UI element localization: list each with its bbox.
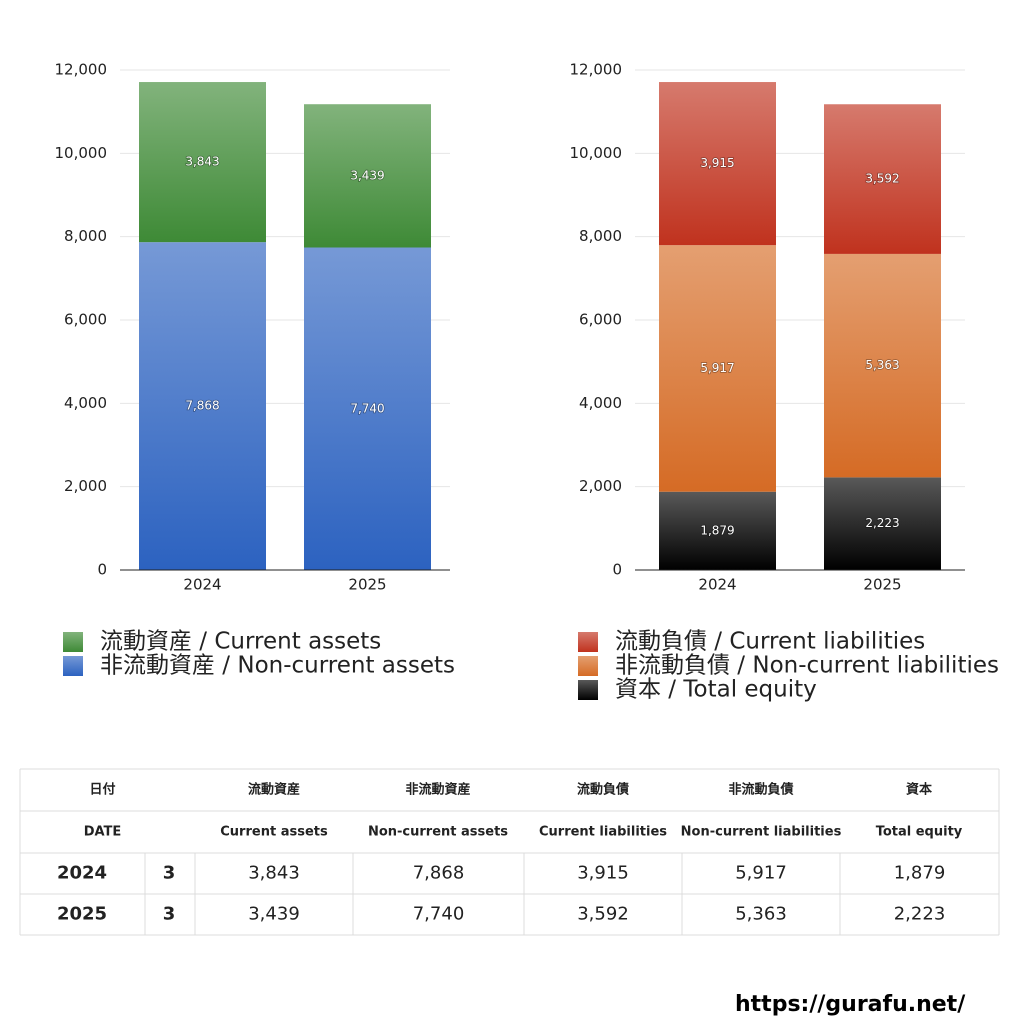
table-header: Current assets bbox=[220, 825, 328, 840]
table-cell: 5,363 bbox=[735, 904, 787, 925]
legend-swatch bbox=[578, 680, 598, 700]
table-header: 非流動負債 bbox=[728, 782, 793, 798]
table-cell: 7,868 bbox=[413, 863, 465, 884]
bar-segment bbox=[139, 242, 266, 570]
y-tick-label: 2,000 bbox=[579, 477, 622, 495]
table-cell: 3 bbox=[163, 904, 176, 925]
y-tick-label: 12,000 bbox=[570, 61, 623, 79]
table-cell: 2025 bbox=[57, 904, 107, 925]
data-label: 3,843 bbox=[185, 155, 219, 169]
bar-segment bbox=[659, 82, 776, 246]
table-cell: 3,439 bbox=[248, 904, 300, 925]
legend-swatch bbox=[63, 632, 83, 652]
table-cell: 3,915 bbox=[577, 863, 629, 884]
y-tick-label: 10,000 bbox=[570, 144, 623, 162]
legend-label: 非流動負債 / Non-current liabilities bbox=[615, 653, 999, 679]
bar-segment bbox=[824, 477, 941, 570]
bar-segment bbox=[659, 245, 776, 492]
x-tick-label: 2025 bbox=[348, 576, 386, 594]
y-tick-label: 0 bbox=[612, 561, 622, 579]
x-tick-label: 2024 bbox=[698, 576, 736, 594]
bar-segment bbox=[304, 104, 431, 248]
data-label: 3,592 bbox=[865, 172, 899, 186]
table-header: 流動資産 bbox=[248, 782, 300, 798]
y-tick-label: 10,000 bbox=[55, 144, 108, 162]
data-label: 1,879 bbox=[700, 523, 734, 537]
table-cell: 3,843 bbox=[248, 863, 300, 884]
data-label: 5,363 bbox=[865, 358, 899, 372]
data-label: 7,740 bbox=[350, 401, 384, 415]
table-cell: 1,879 bbox=[894, 863, 946, 884]
legend-swatch bbox=[578, 656, 598, 676]
y-tick-label: 8,000 bbox=[64, 227, 107, 245]
bar-segment bbox=[304, 247, 431, 570]
table-cell: 2,223 bbox=[894, 904, 946, 925]
data-label: 3,915 bbox=[700, 156, 734, 170]
data-label: 2,223 bbox=[865, 516, 899, 530]
legend-swatch bbox=[63, 656, 83, 676]
table-header: DATE bbox=[84, 825, 122, 840]
table-header: Non-current liabilities bbox=[681, 825, 842, 840]
x-tick-label: 2024 bbox=[183, 576, 221, 594]
table-cell: 3 bbox=[163, 863, 176, 884]
y-tick-label: 12,000 bbox=[55, 61, 108, 79]
table-cell: 7,740 bbox=[413, 904, 465, 925]
table-header: Total equity bbox=[876, 825, 963, 840]
legend-label: 流動資産 / Current assets bbox=[100, 629, 381, 655]
table-header: 日付 bbox=[89, 782, 115, 798]
table-header: 非流動資産 bbox=[405, 782, 470, 798]
y-tick-label: 4,000 bbox=[64, 394, 107, 412]
legend-label: 流動負債 / Current liabilities bbox=[615, 629, 925, 655]
footer-url: https://gurafu.net/ bbox=[735, 992, 966, 1017]
data-label: 3,439 bbox=[350, 168, 384, 182]
bar-segment bbox=[139, 82, 266, 243]
y-tick-label: 6,000 bbox=[579, 311, 622, 329]
y-tick-label: 8,000 bbox=[579, 227, 622, 245]
y-tick-label: 0 bbox=[97, 561, 107, 579]
y-tick-label: 4,000 bbox=[579, 394, 622, 412]
bar-segment bbox=[824, 253, 941, 478]
legend-label: 非流動資産 / Non-current assets bbox=[100, 653, 455, 679]
table-cell: 2024 bbox=[57, 863, 107, 884]
y-tick-label: 2,000 bbox=[64, 477, 107, 495]
table-header: Non-current assets bbox=[368, 825, 508, 840]
bar-segment bbox=[824, 104, 941, 254]
legend-swatch bbox=[578, 632, 598, 652]
table-header: 資本 bbox=[906, 782, 932, 798]
data-label: 5,917 bbox=[700, 361, 734, 375]
table-header: Current liabilities bbox=[539, 825, 667, 840]
legend-label: 資本 / Total equity bbox=[615, 677, 817, 703]
data-label: 7,868 bbox=[185, 399, 219, 413]
x-tick-label: 2025 bbox=[863, 576, 901, 594]
bar-segment bbox=[659, 491, 776, 570]
table-cell: 3,592 bbox=[577, 904, 629, 925]
table-header: 流動負債 bbox=[577, 782, 629, 798]
table-cell: 5,917 bbox=[735, 863, 787, 884]
y-tick-label: 6,000 bbox=[64, 311, 107, 329]
